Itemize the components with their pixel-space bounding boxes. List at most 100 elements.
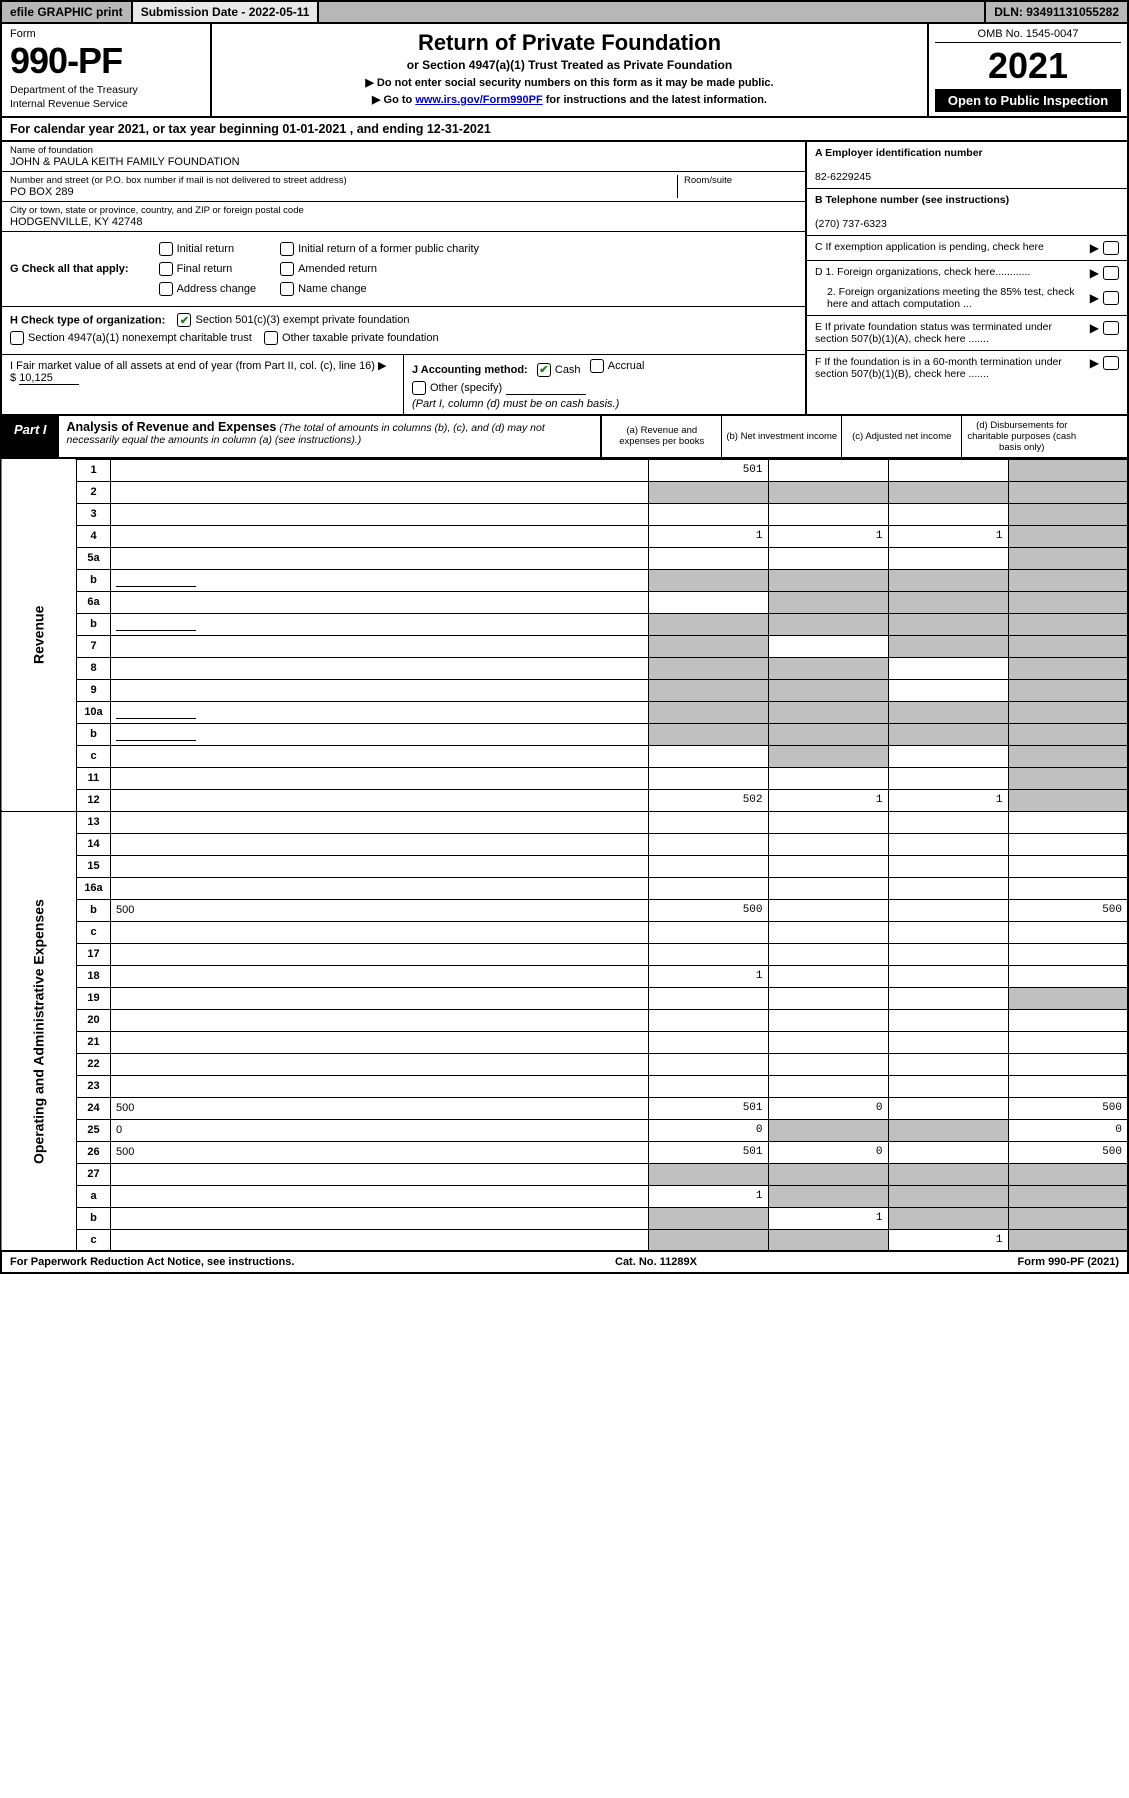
amount-cell [1008, 701, 1128, 723]
amount-cell [648, 1229, 768, 1251]
address-row: Number and street (or P.O. box number if… [2, 172, 805, 202]
chk-other-method[interactable]: Other (specify) [412, 381, 586, 395]
amount-cell [768, 921, 888, 943]
d-row: D 1. Foreign organizations, check here..… [807, 261, 1127, 316]
table-row: c [1, 745, 1128, 767]
table-row: 7 [1, 635, 1128, 657]
table-row: 14 [1, 833, 1128, 855]
amount-cell [1008, 481, 1128, 503]
paperwork-notice: For Paperwork Reduction Act Notice, see … [10, 1256, 294, 1268]
line-number: 14 [77, 833, 111, 855]
line-description [111, 1009, 649, 1031]
amount-cell [648, 635, 768, 657]
amount-cell [888, 657, 1008, 679]
amount-cell: 0 [1008, 1119, 1128, 1141]
info-left-col: Name of foundation JOHN & PAULA KEITH FA… [2, 142, 807, 414]
table-row: Revenue1501 [1, 459, 1128, 481]
amount-cell [888, 1031, 1008, 1053]
amount-cell: 1 [888, 1229, 1008, 1251]
line-description [111, 459, 649, 481]
city-value: HODGENVILLE, KY 42748 [10, 216, 797, 228]
line-description [111, 1229, 649, 1251]
i-value: 10,125 [19, 372, 79, 385]
chk-4947a1[interactable]: Section 4947(a)(1) nonexempt charitable … [10, 331, 252, 345]
chk-final-return[interactable]: Final return [159, 262, 257, 276]
amount-cell [888, 723, 1008, 745]
ssn-warning: ▶ Do not enter social security numbers o… [222, 76, 917, 89]
amount-cell: 1 [768, 1207, 888, 1229]
amount-cell [1008, 679, 1128, 701]
chk-other-taxable[interactable]: Other taxable private foundation [264, 331, 439, 345]
line-number: 10a [77, 701, 111, 723]
top-bar: efile GRAPHIC print Submission Date - 20… [0, 0, 1129, 24]
chk-initial-return[interactable]: Initial return [159, 242, 257, 256]
chk-name-change[interactable]: Name change [280, 282, 479, 296]
amount-cell [768, 987, 888, 1009]
c-checkbox[interactable] [1103, 241, 1119, 255]
line-number: b [77, 569, 111, 591]
line-number: 3 [77, 503, 111, 525]
line-description [111, 481, 649, 503]
amount-cell [1008, 1075, 1128, 1097]
chk-cash[interactable]: ✔Cash [537, 363, 581, 377]
e-label: E If private foundation status was termi… [815, 321, 1082, 345]
amount-cell [768, 1075, 888, 1097]
amount-cell [1008, 657, 1128, 679]
amount-cell [888, 459, 1008, 481]
chk-address-change[interactable]: Address change [159, 282, 257, 296]
column-headers: (a) Revenue and expenses per books (b) N… [600, 416, 1127, 457]
amount-cell [888, 635, 1008, 657]
line-description [111, 1031, 649, 1053]
chk-accrual[interactable]: Accrual [590, 359, 645, 373]
line-description [111, 1053, 649, 1075]
line-description [111, 635, 649, 657]
e-row: E If private foundation status was termi… [807, 316, 1127, 351]
f-checkbox[interactable] [1103, 356, 1119, 370]
line-description [111, 591, 649, 613]
chk-amended-return[interactable]: Amended return [280, 262, 479, 276]
chk-initial-former[interactable]: Initial return of a former public charit… [280, 242, 479, 256]
amount-cell: 500 [648, 899, 768, 921]
irs-link[interactable]: www.irs.gov/Form990PF [415, 94, 542, 106]
d1-checkbox[interactable] [1103, 266, 1119, 280]
line-description [111, 679, 649, 701]
f-label: F If the foundation is in a 60-month ter… [815, 356, 1082, 380]
tel-row: B Telephone number (see instructions) (2… [807, 189, 1127, 236]
h-row: H Check type of organization: ✔Section 5… [2, 307, 805, 355]
amount-cell: 1 [768, 525, 888, 547]
part1-label: Part I [2, 416, 59, 457]
line-number: 22 [77, 1053, 111, 1075]
amount-cell [768, 679, 888, 701]
amount-cell [648, 1053, 768, 1075]
amount-cell [888, 1075, 1008, 1097]
amount-cell [888, 1141, 1008, 1163]
cat-no: Cat. No. 11289X [615, 1256, 697, 1268]
amount-cell [1008, 789, 1128, 811]
amount-cell [768, 613, 888, 635]
city-label: City or town, state or province, country… [10, 205, 797, 216]
amount-cell [1008, 943, 1128, 965]
table-row: 27 [1, 1163, 1128, 1185]
efile-label[interactable]: efile GRAPHIC print [2, 2, 133, 22]
line-number: 9 [77, 679, 111, 701]
street-value: PO BOX 289 [10, 186, 677, 198]
line-number: 21 [77, 1031, 111, 1053]
amount-cell [768, 965, 888, 987]
e-checkbox[interactable] [1103, 321, 1119, 335]
chk-501c3[interactable]: ✔Section 501(c)(3) exempt private founda… [177, 313, 409, 327]
header-left: Form 990-PF Department of the Treasury I… [2, 24, 212, 116]
amount-cell: 0 [648, 1119, 768, 1141]
amount-cell: 1 [648, 965, 768, 987]
amount-cell: 500 [1008, 899, 1128, 921]
form-word: Form [10, 28, 202, 40]
amount-cell [648, 855, 768, 877]
amount-cell [1008, 503, 1128, 525]
amount-cell [768, 767, 888, 789]
d2-checkbox[interactable] [1103, 291, 1119, 305]
section-side-label: Revenue [1, 459, 77, 811]
col-a-hdr: (a) Revenue and expenses per books [601, 416, 721, 457]
line-description [111, 657, 649, 679]
amount-cell: 1 [648, 1185, 768, 1207]
line-description [111, 965, 649, 987]
amount-cell [888, 591, 1008, 613]
